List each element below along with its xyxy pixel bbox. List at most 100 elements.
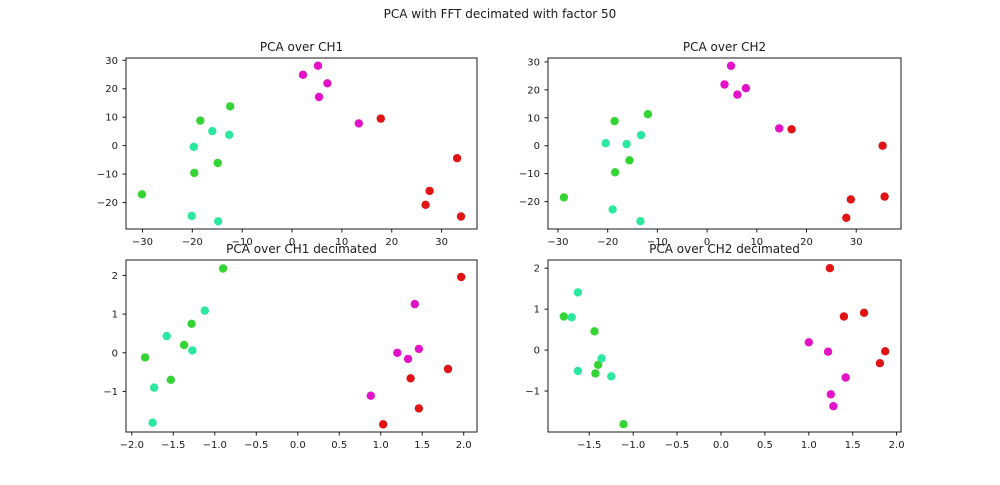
data-point-magenta xyxy=(733,90,742,99)
data-point-green xyxy=(187,319,196,328)
axes-frame xyxy=(547,259,902,433)
data-point-spring-green xyxy=(189,142,198,151)
data-point-green xyxy=(610,168,620,177)
data-point-spring-green xyxy=(200,306,209,315)
data-point-magenta xyxy=(720,80,729,89)
x-tick-label: −1.0 xyxy=(203,440,227,451)
data-point-red xyxy=(406,374,415,383)
data-point-green xyxy=(137,190,147,199)
data-point-red xyxy=(842,213,851,222)
x-tick-label: 2.0 xyxy=(456,440,472,451)
data-point-magenta xyxy=(354,119,363,128)
data-point-magenta xyxy=(826,390,835,399)
x-tick-label: 30 xyxy=(850,237,863,248)
x-tick-label: 20 xyxy=(385,237,398,248)
data-point-magenta xyxy=(314,92,324,102)
data-point-spring-green xyxy=(597,354,606,363)
subplot-title: PCA over CH2 xyxy=(683,40,766,54)
x-tick-label: 2.0 xyxy=(889,440,905,451)
data-point-magenta xyxy=(313,61,323,70)
x-tick-label: 0.0 xyxy=(713,440,729,451)
x-tick-label: −20 xyxy=(182,237,203,248)
data-point-spring-green xyxy=(150,383,159,392)
x-tick-label: 1.0 xyxy=(801,440,817,451)
data-point-magenta xyxy=(323,79,332,88)
data-point-green xyxy=(619,420,628,429)
y-tick-label: −20 xyxy=(519,197,540,208)
subplot-title: PCA over CH1 xyxy=(260,40,343,54)
x-tick-label: 0.5 xyxy=(757,440,773,451)
y-tick-label: 30 xyxy=(527,57,540,68)
data-point-magenta xyxy=(393,348,402,357)
x-tick-label: 10 xyxy=(336,237,349,248)
y-tick-label: −20 xyxy=(97,198,118,209)
x-tick-label: −2.0 xyxy=(120,440,144,451)
data-point-green xyxy=(218,264,228,273)
x-tick-label: −0.5 xyxy=(244,440,268,451)
data-point-magenta xyxy=(804,338,813,347)
y-tick-label: 0 xyxy=(534,346,540,357)
data-point-spring-green xyxy=(148,418,157,427)
y-tick-label: −1 xyxy=(103,387,118,398)
data-point-green xyxy=(643,110,653,119)
data-point-magenta xyxy=(410,299,419,309)
x-tick-label: 1.5 xyxy=(414,440,430,451)
data-point-magenta xyxy=(414,344,424,354)
axes-frame xyxy=(125,57,478,230)
data-point-magenta xyxy=(366,391,375,400)
data-point-red xyxy=(875,359,885,368)
data-point-red xyxy=(376,114,385,123)
data-point-green xyxy=(190,168,199,178)
data-point-red xyxy=(425,186,434,196)
axes-svg: PCA over CH2 −30 −20 −10 0 10 20 30 −20 −10 0 10 20 3… xyxy=(519,40,902,248)
x-tick-label: −1.5 xyxy=(577,440,601,451)
data-point-green xyxy=(593,360,603,369)
y-tick-label: 0 xyxy=(534,141,540,152)
figure-title: PCA with FFT decimated with factor 50 xyxy=(383,7,617,21)
data-point-green xyxy=(196,116,205,125)
data-point-red xyxy=(825,264,835,273)
data-point-green xyxy=(213,158,222,168)
data-point-green xyxy=(226,102,235,111)
data-point-red xyxy=(846,195,855,204)
x-tick-label: −20 xyxy=(597,237,618,248)
data-point-magenta xyxy=(298,70,308,79)
y-tick-label: 10 xyxy=(527,113,540,124)
data-point-magenta xyxy=(829,402,838,411)
data-point-spring-green xyxy=(608,205,617,214)
x-tick-label: 30 xyxy=(435,237,448,248)
data-point-red xyxy=(443,364,453,374)
x-tick-label: 0 xyxy=(289,237,295,248)
data-point-green xyxy=(140,353,150,362)
data-point-spring-green xyxy=(187,211,196,221)
data-point-spring-green xyxy=(208,126,217,136)
axes-frame xyxy=(125,259,478,433)
data-point-spring-green xyxy=(162,331,171,341)
data-point-red xyxy=(457,272,466,282)
y-tick-label: 30 xyxy=(105,56,118,67)
data-point-spring-green xyxy=(188,346,197,355)
data-point-green xyxy=(166,375,175,384)
y-tick-label: 10 xyxy=(105,113,118,124)
data-point-red xyxy=(452,154,462,163)
data-point-red xyxy=(379,420,388,429)
data-point-red xyxy=(839,312,849,321)
x-tick-label: 0 xyxy=(704,237,710,248)
data-point-spring-green xyxy=(636,130,646,140)
y-tick-label: −10 xyxy=(519,169,540,180)
data-point-green xyxy=(610,116,619,126)
data-point-spring-green xyxy=(573,288,583,297)
data-point-red xyxy=(878,141,887,150)
x-tick-label: −30 xyxy=(132,237,153,248)
x-tick-label: −0.5 xyxy=(665,440,689,451)
x-tick-label: 1.5 xyxy=(845,440,861,451)
data-point-magenta xyxy=(841,373,850,382)
x-tick-label: −1.5 xyxy=(161,440,185,451)
data-point-red xyxy=(456,212,466,221)
y-tick-label: 1 xyxy=(534,305,540,316)
y-tick-label: 20 xyxy=(105,84,118,95)
data-point-red xyxy=(414,404,424,413)
y-tick-label: −10 xyxy=(97,170,118,181)
data-point-spring-green xyxy=(567,313,576,322)
data-point-magenta xyxy=(823,347,833,356)
